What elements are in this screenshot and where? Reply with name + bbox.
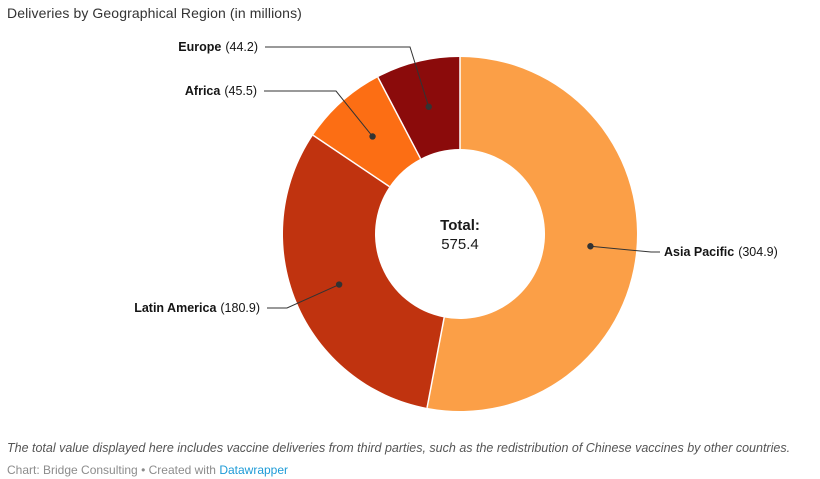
datawrapper-link[interactable]: Datawrapper bbox=[219, 463, 289, 477]
region-value: (180.9) bbox=[220, 301, 260, 315]
donut-slice-latin-america[interactable] bbox=[283, 135, 445, 408]
leader-dot bbox=[335, 281, 343, 288]
total-value: 575.4 bbox=[441, 236, 479, 253]
leader-dot bbox=[425, 103, 432, 110]
byline-text: Chart: Bridge Consulting • Created with bbox=[7, 463, 220, 477]
region-value: (304.9) bbox=[738, 245, 778, 259]
donut-slice-europe[interactable] bbox=[377, 57, 460, 159]
total-title: Total: bbox=[440, 217, 480, 234]
region-name: Latin America bbox=[134, 301, 217, 315]
footnote: The total value displayed here includes … bbox=[7, 441, 791, 455]
leader-dot bbox=[369, 133, 376, 140]
page-title: Deliveries by Geographical Region (in mi… bbox=[7, 5, 302, 21]
leader-dot bbox=[587, 243, 594, 250]
slice-separator bbox=[426, 317, 445, 409]
slice-separator bbox=[312, 134, 390, 188]
region-value: (44.2) bbox=[225, 40, 258, 54]
donut-slice-africa[interactable] bbox=[313, 77, 421, 187]
region-value: (45.5) bbox=[224, 84, 257, 98]
leader-line bbox=[264, 90, 373, 137]
callout-label-asia-pacific: Asia Pacific (304.9) bbox=[664, 245, 778, 260]
callout-label-africa: Africa (45.5) bbox=[185, 84, 257, 99]
region-name: Africa bbox=[184, 84, 221, 98]
byline: Chart: Bridge Consulting • Created with … bbox=[7, 463, 288, 477]
callout-label-europe: Europe (44.2) bbox=[178, 40, 258, 55]
region-name: Asia Pacific bbox=[664, 245, 735, 259]
leader-line bbox=[267, 284, 340, 309]
donut-slice-asia-pacific[interactable] bbox=[427, 57, 637, 411]
slice-separator bbox=[377, 76, 422, 160]
callout-label-latin-america: Latin America (180.9) bbox=[134, 301, 260, 316]
leader-line bbox=[590, 245, 660, 253]
leader-line bbox=[265, 46, 430, 107]
donut-center-label: Total: 575.4 bbox=[380, 216, 540, 254]
region-name: Europe bbox=[178, 40, 222, 54]
